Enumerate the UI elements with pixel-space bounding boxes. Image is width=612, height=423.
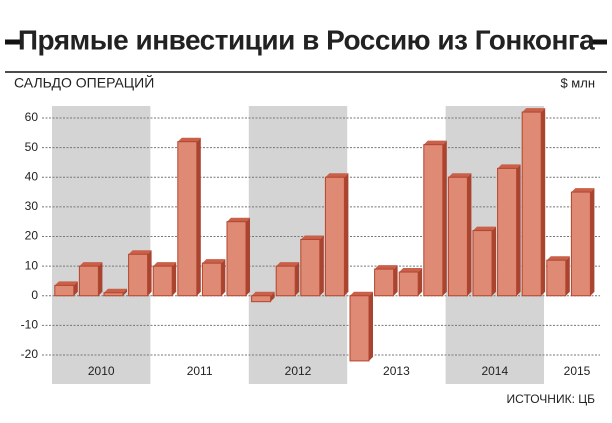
bar-top bbox=[202, 259, 226, 264]
bar bbox=[349, 295, 370, 362]
bar bbox=[54, 284, 75, 297]
bar bbox=[177, 141, 198, 297]
group-label: 2010 bbox=[88, 364, 115, 378]
bar bbox=[497, 167, 518, 297]
bar-top bbox=[522, 108, 546, 113]
y-tick-label: 20 bbox=[25, 229, 39, 243]
group-label: 2015 bbox=[564, 364, 591, 378]
bar-top bbox=[399, 268, 423, 273]
bar-top bbox=[473, 226, 496, 231]
bar bbox=[103, 292, 124, 297]
bar bbox=[570, 191, 591, 297]
bar bbox=[374, 268, 395, 297]
bar-top bbox=[276, 262, 300, 267]
bar bbox=[128, 253, 149, 297]
bar bbox=[423, 144, 444, 297]
bar-side bbox=[393, 265, 398, 296]
bar-side bbox=[196, 137, 201, 296]
year-band bbox=[52, 106, 151, 384]
bar-top bbox=[546, 256, 570, 261]
bar-top bbox=[153, 262, 177, 267]
bar-top bbox=[54, 281, 78, 286]
y-tick-label: 30 bbox=[25, 199, 39, 213]
bar-top bbox=[300, 235, 324, 240]
bar-top bbox=[497, 164, 521, 169]
y-tick-label: 60 bbox=[25, 110, 39, 124]
bar-side bbox=[590, 188, 595, 296]
bar-top bbox=[128, 250, 152, 255]
bar-top bbox=[325, 173, 349, 178]
bar-top bbox=[177, 137, 201, 142]
bar-side bbox=[418, 268, 423, 296]
bar-top bbox=[350, 291, 373, 296]
y-tick-label: 50 bbox=[25, 140, 39, 154]
bar-top bbox=[448, 173, 472, 178]
bar-side bbox=[246, 217, 250, 296]
bar-top bbox=[79, 262, 103, 267]
bar bbox=[275, 265, 296, 297]
bar bbox=[447, 176, 468, 297]
y-tick-label: 10 bbox=[25, 258, 39, 272]
y-tick-label: -10 bbox=[21, 318, 39, 332]
bar-top bbox=[423, 140, 447, 145]
bar bbox=[201, 262, 222, 297]
bar-top bbox=[251, 291, 275, 296]
chart-title: Прямые инвестиции в Россию из Гонконга bbox=[18, 24, 595, 55]
bar-side bbox=[98, 262, 103, 296]
bar-side bbox=[492, 226, 496, 296]
bar-side bbox=[270, 291, 275, 302]
bar bbox=[300, 238, 321, 297]
bar-side bbox=[541, 108, 546, 296]
bar bbox=[546, 259, 567, 297]
bar bbox=[251, 295, 272, 303]
plot bbox=[54, 108, 595, 362]
bar bbox=[226, 221, 247, 297]
bar-side bbox=[295, 262, 300, 296]
group-label: 2012 bbox=[285, 364, 312, 378]
y-tick-label: -20 bbox=[21, 347, 39, 361]
bar-top bbox=[104, 288, 127, 293]
bar bbox=[78, 265, 99, 297]
bar bbox=[324, 176, 345, 297]
bar-side bbox=[319, 235, 324, 296]
group-label: 2014 bbox=[481, 364, 508, 378]
bar-top bbox=[374, 265, 398, 270]
bar-side bbox=[516, 164, 521, 296]
bar bbox=[152, 265, 173, 297]
bar bbox=[398, 271, 419, 297]
bar-top bbox=[227, 217, 250, 222]
source: ИСТОЧНИК: ЦБ bbox=[507, 392, 596, 406]
bar bbox=[472, 230, 493, 297]
unit-label: $ млн bbox=[560, 75, 595, 90]
bar-top bbox=[571, 188, 595, 193]
bar-side bbox=[369, 291, 373, 361]
bar-side bbox=[147, 250, 152, 296]
group-label: 2013 bbox=[383, 364, 410, 378]
bar-side bbox=[221, 259, 226, 296]
y-tick-label: 40 bbox=[25, 169, 39, 183]
subtitle: САЛЬДО ОПЕРАЦИЙ bbox=[14, 74, 154, 91]
bar bbox=[521, 111, 542, 297]
bar-side bbox=[172, 262, 177, 296]
y-tick-label: 0 bbox=[31, 288, 38, 302]
bar-side bbox=[123, 288, 127, 296]
bar-side bbox=[467, 173, 472, 296]
bar-side bbox=[344, 173, 349, 296]
bar-side bbox=[442, 140, 447, 296]
group-label: 2011 bbox=[187, 364, 213, 378]
bar-side bbox=[565, 256, 570, 296]
bar-side bbox=[73, 281, 78, 296]
